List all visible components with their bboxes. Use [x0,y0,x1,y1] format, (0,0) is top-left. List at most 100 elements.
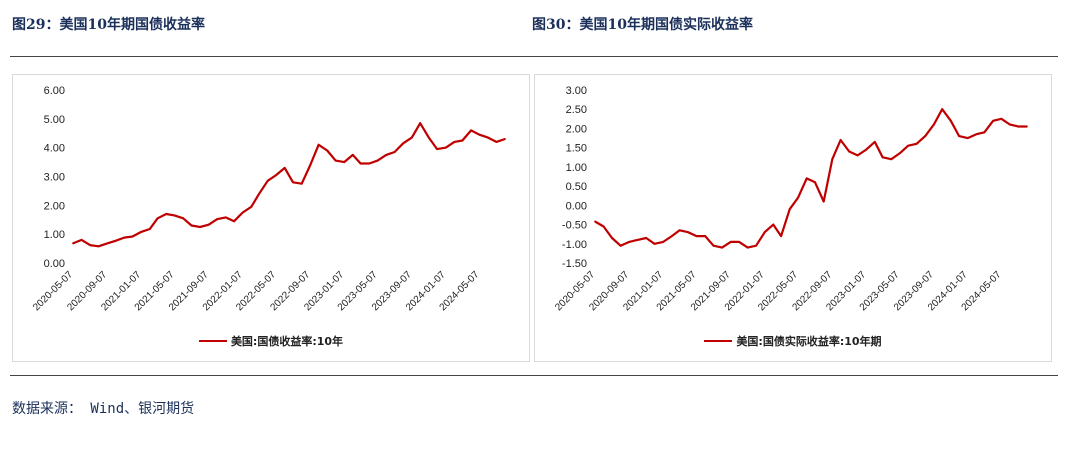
data-point [738,240,740,243]
data-point [461,139,464,142]
data-point [89,244,91,247]
data-point [628,240,631,243]
data-point [148,228,151,230]
y-tick-label: 3.00 [566,85,587,97]
data-point [419,122,422,125]
data-point [131,235,134,238]
data-point [410,136,413,139]
data-point [359,162,362,165]
data-point [427,136,430,139]
data-point [687,231,690,234]
data-point [165,213,168,215]
data-point [343,161,346,163]
data-point [1026,125,1028,128]
data-point [504,138,506,140]
data-point [224,216,227,219]
y-tick-label: 6.00 [44,85,65,97]
y-tick-label: 1.50 [566,143,587,155]
chart-title-left: 图29：美国10年期国债收益率 [12,17,205,33]
data-point [190,224,193,227]
data-point [602,225,605,228]
data-point [478,133,481,136]
data-point [97,245,100,248]
data-point [258,192,260,195]
top-divider [10,56,1058,57]
data-point [797,196,799,199]
data-point [140,230,143,233]
data-point [182,217,185,220]
y-tick-label: -1.50 [562,258,587,270]
data-point [831,158,834,161]
y-tick-label: 0.00 [44,258,65,270]
legend-label: 美国:国债实际收益率:10年期 [736,335,882,348]
data-point [453,141,456,143]
data-point [300,182,303,185]
data-point [772,223,775,226]
y-tick-label: 2.00 [44,200,65,212]
data-point [983,131,986,134]
y-tick-label: 0.00 [566,200,587,212]
data-point [233,220,235,223]
legend-line-swatch [704,340,733,342]
data-point [123,236,126,239]
y-tick-label: 2.50 [566,104,587,116]
data-point [216,218,218,221]
data-point [780,235,782,237]
data-point [292,181,294,184]
data-point [721,246,724,249]
data-point [966,137,969,139]
chart-title-right: 图30：美国10年期国债实际收益率 [532,17,753,33]
data-point [368,162,371,165]
data-point [309,164,312,166]
data-point [958,135,961,138]
data-point [402,142,405,145]
data-point [283,166,286,169]
data-point [839,139,842,141]
data-point [915,142,918,145]
data-point [992,119,994,122]
data-point [729,240,732,243]
data-point [470,129,472,132]
legend: 美国:国债收益率:10年 [13,333,529,349]
data-point [636,239,639,241]
data-point [444,146,447,149]
data-point [975,133,978,136]
data-point [611,237,613,239]
data-point [1000,117,1003,120]
data-point [924,135,927,138]
data-point [746,246,749,249]
legend-label: 美国:国债收益率:10年 [230,335,344,348]
data-point [106,242,109,245]
data-point [856,154,859,157]
y-tick-label: 2.00 [566,123,587,135]
data-point [487,136,489,139]
data-point [619,244,622,247]
source-note: 数据来源： Wind、银河期货 [12,401,195,417]
chart-panel-yield-10y: 0.00 1.00 2.00 3.00 4.00 5.00 6.00 2020-05-07 20… [12,74,530,362]
data-point [334,159,337,162]
data-point [199,226,202,228]
series-line [594,108,1027,249]
data-point [814,181,816,184]
data-point [495,141,498,143]
data-point [645,237,648,239]
data-point [763,231,766,234]
data-point [704,235,707,237]
data-point [326,149,329,152]
chart-plot-real-yield-10y: -1.50 -1.00 -0.50 0.00 0.50 1.00 1.50 2.00 2.50 3… [553,85,1028,313]
data-point [275,174,277,176]
data-point [1017,125,1020,128]
chart-panel-real-yield-10y: -1.50 -1.00 -0.50 0.00 0.50 1.00 1.50 2.00 2.50 3… [534,74,1052,362]
data-point [114,239,117,242]
data-point [822,200,825,203]
data-point [848,150,851,153]
data-point [805,177,808,180]
data-point [1009,123,1011,126]
data-point [266,179,269,182]
data-point [436,148,439,151]
y-tick-label: 1.00 [566,162,587,174]
legend-line-swatch [198,340,227,342]
data-point [241,211,244,214]
data-point [881,156,884,159]
legend: 美国:国债实际收益率:10年期 [535,333,1051,349]
